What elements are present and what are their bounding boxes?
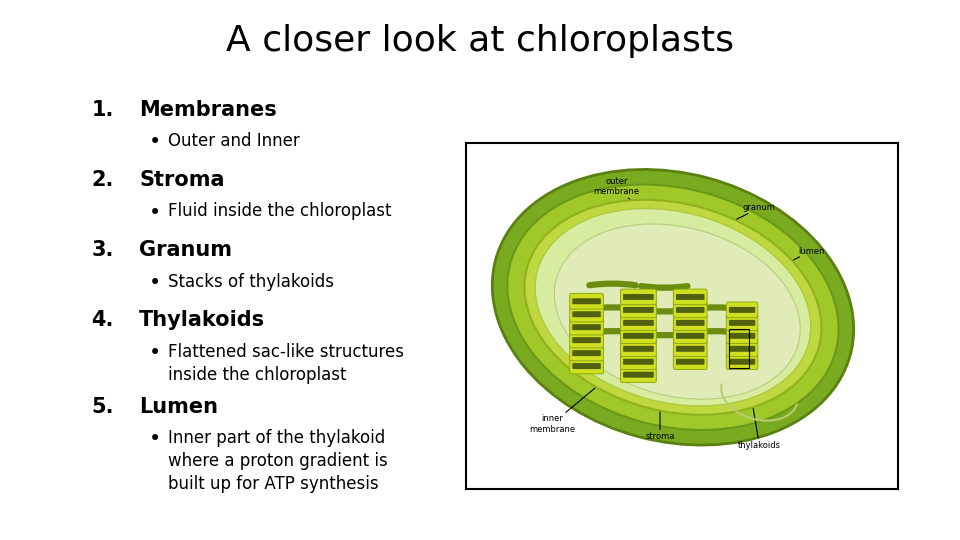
FancyArrowPatch shape	[589, 284, 636, 285]
FancyBboxPatch shape	[676, 307, 705, 313]
Text: lumen: lumen	[754, 247, 825, 280]
FancyBboxPatch shape	[673, 315, 708, 330]
FancyBboxPatch shape	[729, 333, 756, 339]
FancyBboxPatch shape	[569, 345, 604, 361]
FancyBboxPatch shape	[623, 320, 654, 326]
FancyBboxPatch shape	[729, 359, 756, 364]
Ellipse shape	[524, 200, 822, 415]
Text: Membranes: Membranes	[139, 100, 276, 120]
Text: •: •	[149, 429, 161, 449]
FancyBboxPatch shape	[676, 320, 705, 326]
FancyBboxPatch shape	[676, 294, 705, 300]
Text: 1.: 1.	[91, 100, 113, 120]
FancyBboxPatch shape	[569, 319, 604, 335]
FancyArrowPatch shape	[589, 331, 636, 333]
Text: thylakoids: thylakoids	[738, 370, 780, 450]
Text: stroma: stroma	[645, 396, 675, 441]
FancyBboxPatch shape	[572, 324, 601, 330]
FancyBboxPatch shape	[676, 333, 705, 339]
Text: Flattened sac-like structures
inside the chloroplast: Flattened sac-like structures inside the…	[168, 343, 404, 384]
Text: •: •	[149, 273, 161, 293]
FancyArrowPatch shape	[641, 310, 687, 312]
FancyBboxPatch shape	[620, 289, 657, 305]
Text: 3.: 3.	[91, 240, 113, 260]
Ellipse shape	[492, 170, 853, 445]
FancyBboxPatch shape	[673, 302, 708, 318]
Text: Stacks of thylakoids: Stacks of thylakoids	[168, 273, 334, 291]
FancyBboxPatch shape	[729, 320, 756, 326]
FancyBboxPatch shape	[572, 350, 601, 356]
Text: Lumen: Lumen	[139, 397, 218, 417]
Text: 5.: 5.	[91, 397, 113, 417]
Text: 2.: 2.	[91, 170, 113, 190]
FancyBboxPatch shape	[569, 293, 604, 309]
FancyArrowPatch shape	[641, 334, 687, 335]
Text: granum: granum	[693, 204, 776, 241]
FancyBboxPatch shape	[673, 328, 708, 343]
Ellipse shape	[554, 224, 801, 399]
Text: Inner part of the thylakoid
where a proton gradient is
built up for ATP synthesi: Inner part of the thylakoid where a prot…	[168, 429, 388, 493]
FancyBboxPatch shape	[620, 302, 657, 318]
Ellipse shape	[535, 208, 811, 406]
FancyBboxPatch shape	[620, 341, 657, 356]
FancyArrowPatch shape	[693, 307, 739, 309]
FancyBboxPatch shape	[623, 333, 654, 339]
FancyBboxPatch shape	[673, 341, 708, 356]
FancyArrowPatch shape	[641, 286, 687, 288]
FancyBboxPatch shape	[676, 346, 705, 352]
Text: •: •	[149, 343, 161, 363]
FancyBboxPatch shape	[673, 289, 708, 305]
FancyBboxPatch shape	[623, 372, 654, 377]
FancyBboxPatch shape	[569, 306, 604, 322]
FancyBboxPatch shape	[620, 354, 657, 369]
Text: outer
membrane: outer membrane	[593, 177, 658, 227]
FancyBboxPatch shape	[572, 298, 601, 304]
FancyBboxPatch shape	[572, 337, 601, 343]
FancyBboxPatch shape	[727, 315, 757, 330]
FancyBboxPatch shape	[620, 315, 657, 330]
FancyBboxPatch shape	[623, 294, 654, 300]
FancyBboxPatch shape	[676, 359, 705, 364]
FancyArrowPatch shape	[589, 307, 636, 309]
FancyBboxPatch shape	[729, 346, 756, 352]
Text: Stroma: Stroma	[139, 170, 225, 190]
FancyBboxPatch shape	[623, 346, 654, 352]
FancyBboxPatch shape	[620, 328, 657, 343]
FancyBboxPatch shape	[620, 367, 657, 382]
Ellipse shape	[507, 185, 839, 430]
Text: Outer and Inner: Outer and Inner	[168, 132, 300, 150]
FancyBboxPatch shape	[572, 311, 601, 317]
Text: Fluid inside the chloroplast: Fluid inside the chloroplast	[168, 202, 392, 220]
FancyBboxPatch shape	[569, 332, 604, 348]
Bar	[730, 329, 749, 368]
FancyBboxPatch shape	[673, 354, 708, 369]
FancyBboxPatch shape	[727, 354, 757, 369]
FancyBboxPatch shape	[623, 307, 654, 313]
Text: Thylakoids: Thylakoids	[139, 310, 265, 330]
Text: Granum: Granum	[139, 240, 232, 260]
FancyBboxPatch shape	[572, 363, 601, 369]
FancyBboxPatch shape	[729, 307, 756, 313]
Text: 4.: 4.	[91, 310, 113, 330]
FancyBboxPatch shape	[727, 302, 757, 318]
FancyBboxPatch shape	[569, 358, 604, 374]
Text: A closer look at chloroplasts: A closer look at chloroplasts	[226, 24, 734, 58]
Text: •: •	[149, 132, 161, 152]
FancyBboxPatch shape	[727, 341, 757, 356]
FancyBboxPatch shape	[727, 328, 757, 343]
Text: •: •	[149, 202, 161, 222]
FancyBboxPatch shape	[623, 359, 654, 364]
FancyArrowPatch shape	[693, 331, 739, 333]
Text: inner
membrane: inner membrane	[529, 382, 602, 434]
